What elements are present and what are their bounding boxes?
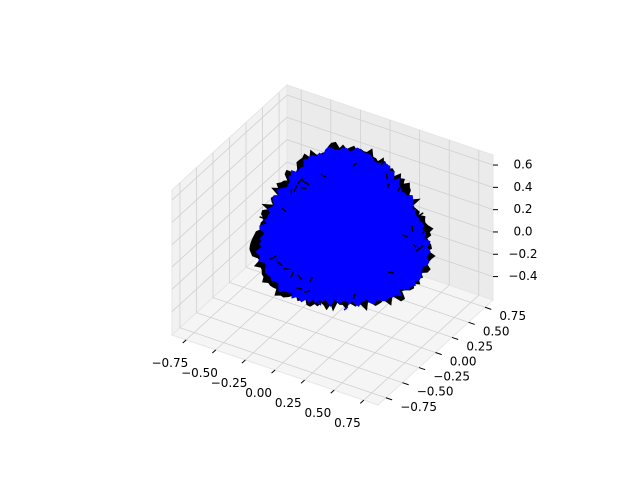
- surface-edge: [321, 292, 328, 297]
- surface-edge: [259, 216, 266, 220]
- surface-patch: [255, 146, 431, 308]
- surface-edge: [405, 211, 412, 216]
- surface-edge: [380, 170, 385, 173]
- grid-line: [171, 117, 288, 223]
- y-tick: [385, 397, 393, 401]
- x-tick: [271, 369, 276, 374]
- z-tick-label: −0.2: [508, 247, 537, 261]
- surface-edge: [352, 293, 356, 300]
- surface-edge: [293, 184, 298, 192]
- surface-edge: [421, 229, 425, 235]
- y-tick-label: 0.25: [466, 339, 493, 353]
- grid-line: [171, 183, 288, 290]
- x-tick: [330, 389, 335, 394]
- grid-line: [212, 297, 420, 368]
- x-tick: [360, 399, 365, 404]
- y-tick-label: 0.50: [483, 324, 510, 338]
- surface-edge: [343, 306, 349, 311]
- surface-edge: [394, 257, 401, 260]
- surface-edge: [407, 233, 412, 240]
- x-tick: [300, 379, 305, 384]
- grid-line: [286, 116, 494, 188]
- surface-edge: [382, 274, 388, 281]
- x-tick: [212, 349, 217, 354]
- surface-edge: [396, 211, 401, 215]
- x-tick-label: 0.25: [275, 396, 302, 410]
- grid-line: [196, 312, 403, 384]
- x-tick: [241, 359, 246, 364]
- surface: [249, 141, 436, 312]
- x-tick-label: 0.50: [304, 406, 331, 420]
- y-tick: [468, 321, 475, 325]
- surface-edge: [397, 187, 401, 192]
- z-tick-label: 0.0: [513, 224, 532, 238]
- surface-edge: [380, 160, 386, 166]
- y-tick-label: −0.25: [433, 370, 470, 384]
- surface-edge: [415, 245, 424, 252]
- surface-edge: [296, 287, 303, 290]
- surface-edge: [385, 173, 389, 180]
- surface-edge: [397, 265, 403, 273]
- z-tick-label: −0.4: [508, 269, 537, 283]
- surface-edge: [290, 271, 295, 279]
- surface-edge: [313, 297, 322, 306]
- surface-edge: [372, 281, 379, 289]
- x-tick-label: −0.75: [151, 356, 188, 370]
- y-tick-label: 0.75: [499, 309, 526, 323]
- surface-edge: [290, 188, 293, 195]
- surface-edge: [414, 212, 420, 218]
- grid-line: [229, 282, 436, 353]
- surface-edge: [392, 258, 399, 263]
- surface-edge: [395, 269, 399, 274]
- x-tick-label: 0.75: [334, 416, 361, 430]
- y-tick-label: −0.50: [417, 385, 454, 399]
- surface-edge: [320, 173, 327, 178]
- y-tick: [435, 352, 442, 356]
- y-tick: [451, 336, 459, 340]
- surface-edge: [283, 267, 291, 271]
- surface-edge: [301, 179, 310, 186]
- z-tick-label: 0.6: [513, 158, 532, 172]
- surface-edge: [402, 234, 408, 238]
- x-tick-label: −0.50: [181, 366, 218, 380]
- grid-line: [286, 94, 494, 166]
- surface-edge: [387, 271, 394, 274]
- y-tick: [484, 306, 492, 310]
- z-tick-label: 0.2: [513, 202, 532, 216]
- y-tick-label: −0.75: [400, 400, 437, 414]
- grid-line: [179, 327, 387, 399]
- surface-edge: [290, 197, 295, 202]
- grid-line: [171, 94, 288, 201]
- surface-edge: [309, 276, 314, 283]
- surface-edge: [273, 239, 277, 245]
- surface-edge: [303, 290, 311, 294]
- y-tick: [418, 367, 426, 371]
- surface-edge: [281, 207, 287, 213]
- grid-line: [171, 161, 288, 268]
- z-tick-label: 0.4: [513, 180, 532, 194]
- surface-edge: [386, 183, 390, 189]
- x-tick-label: −0.25: [211, 376, 248, 390]
- surface-edge: [378, 294, 382, 297]
- surface-edge: [312, 173, 318, 178]
- surface-edge: [267, 229, 270, 234]
- x-tick-label: 0.00: [245, 386, 272, 400]
- surface-edge: [269, 254, 277, 261]
- y-tick: [402, 382, 409, 386]
- surface-edge: [411, 225, 414, 233]
- surface-edge: [412, 243, 417, 248]
- surface-edge: [352, 162, 358, 167]
- x-tick: [182, 339, 187, 344]
- grid-line: [171, 139, 288, 245]
- surface-edge: [300, 289, 303, 295]
- y-tick-label: 0.00: [450, 355, 477, 369]
- surface-edge: [297, 274, 303, 280]
- surface-edge: [297, 177, 303, 185]
- surface-edge: [279, 241, 284, 247]
- surface-edge: [275, 256, 281, 263]
